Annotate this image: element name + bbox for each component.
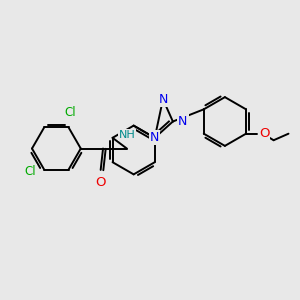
Text: Cl: Cl: [24, 165, 36, 178]
Text: N: N: [158, 93, 168, 106]
Text: N: N: [150, 131, 159, 144]
Text: Cl: Cl: [64, 106, 76, 119]
Text: N: N: [178, 115, 188, 128]
Text: O: O: [95, 176, 106, 190]
Text: NH: NH: [118, 130, 135, 140]
Text: O: O: [259, 127, 269, 140]
